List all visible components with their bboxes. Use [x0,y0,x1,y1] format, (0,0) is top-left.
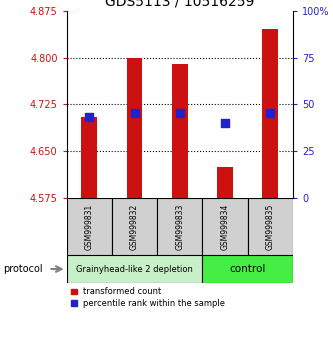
Bar [217,167,233,198]
Text: GSM999834: GSM999834 [220,203,230,250]
Bar [262,29,278,198]
Point [268,110,273,115]
FancyBboxPatch shape [112,198,157,255]
Bar [127,57,143,198]
Text: Grainyhead-like 2 depletion: Grainyhead-like 2 depletion [76,264,193,274]
FancyBboxPatch shape [202,255,293,283]
FancyBboxPatch shape [248,198,293,255]
Text: GSM999831: GSM999831 [85,204,94,250]
Text: GSM999833: GSM999833 [175,203,184,250]
Bar [81,117,97,198]
Title: GDS5113 / 10516259: GDS5113 / 10516259 [105,0,254,8]
FancyBboxPatch shape [202,198,248,255]
Point [222,120,228,126]
Text: protocol: protocol [3,264,43,274]
Point [132,110,137,115]
Point [87,114,92,120]
Text: GSM999832: GSM999832 [130,204,139,250]
FancyBboxPatch shape [157,198,202,255]
Point [177,110,182,115]
Bar [172,64,188,198]
Legend: transformed count, percentile rank within the sample: transformed count, percentile rank withi… [71,287,225,308]
FancyBboxPatch shape [67,255,202,283]
Text: GSM999835: GSM999835 [266,203,275,250]
FancyBboxPatch shape [67,198,112,255]
Text: control: control [229,264,266,274]
